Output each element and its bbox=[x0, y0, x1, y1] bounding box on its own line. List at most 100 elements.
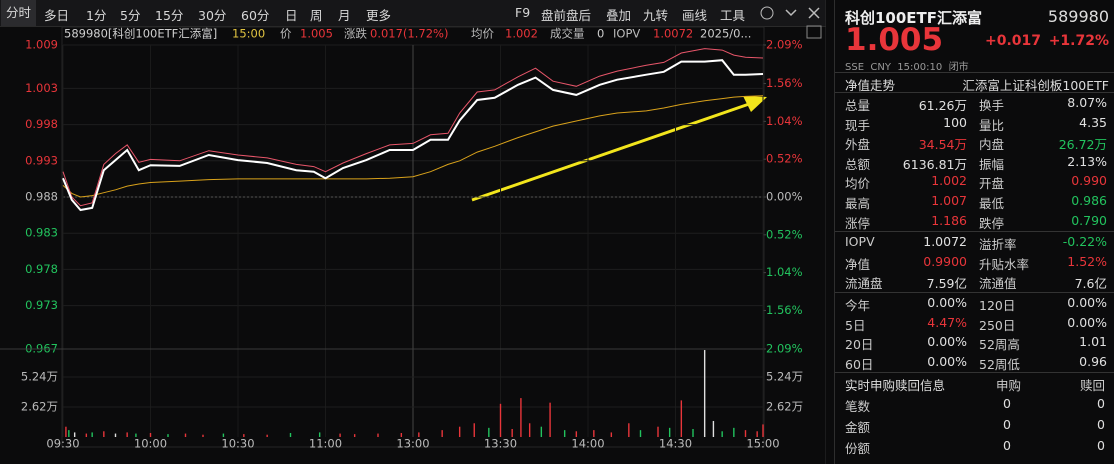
tool[interactable]: 九转 bbox=[643, 8, 669, 23]
stat-label: 外盘 bbox=[845, 137, 871, 153]
tab[interactable]: 60分 bbox=[241, 8, 270, 23]
stat-value: 0.00% bbox=[1067, 295, 1107, 310]
header-code: 589980[科创100ETF汇添富] bbox=[64, 27, 217, 41]
volume-bar bbox=[184, 433, 187, 437]
tool[interactable]: 盘前盘后 bbox=[541, 8, 592, 23]
tab[interactable]: 多日 bbox=[44, 8, 70, 23]
stat-value: 1.002 bbox=[931, 173, 967, 189]
quote-panel: 科创100ETF汇添富 589980 1.005 +0.017 +1.72% SSE CN… bbox=[834, 0, 1114, 464]
plot-frame bbox=[61, 26, 765, 448]
tool[interactable]: F9 bbox=[515, 5, 531, 20]
stat-value: 0.9900 bbox=[923, 253, 967, 269]
row-value: 0 bbox=[1097, 396, 1105, 412]
avg-label: 均价 bbox=[471, 27, 494, 41]
gear-icon[interactable] bbox=[760, 6, 774, 20]
nav-tab[interactable]: 净值走势 bbox=[845, 78, 896, 93]
stat-value: 1.0072 bbox=[923, 234, 967, 250]
separator bbox=[835, 292, 1114, 293]
volume-bar bbox=[353, 434, 356, 437]
x-tick-label: 09:30 bbox=[46, 437, 79, 451]
volume-bar bbox=[149, 432, 152, 437]
tool[interactable]: 画线 bbox=[682, 8, 708, 23]
tab[interactable]: 日 bbox=[285, 8, 298, 23]
tab[interactable]: 5分 bbox=[120, 8, 141, 23]
separator bbox=[835, 231, 1114, 233]
volume-bar bbox=[418, 432, 420, 437]
y-tick-label: 0.983 bbox=[25, 226, 58, 240]
y-tick-label: 0.978 bbox=[25, 262, 58, 276]
stat-label: 升贴水率 bbox=[979, 256, 1030, 272]
volume-bar bbox=[458, 426, 461, 437]
down-icon[interactable] bbox=[785, 9, 797, 17]
tool[interactable]: 叠加 bbox=[606, 8, 632, 23]
volume-bar bbox=[762, 424, 764, 437]
subscription-row: 金额 0 0 bbox=[835, 415, 1111, 435]
tab[interactable]: 周 bbox=[310, 8, 323, 23]
stat-label: 均价 bbox=[845, 176, 871, 192]
stat-value: 1.01 bbox=[1079, 334, 1107, 350]
volume-bar bbox=[680, 400, 683, 437]
column-header: 赎回 bbox=[1079, 378, 1105, 394]
y2-tick-label: 1.04% bbox=[766, 265, 803, 279]
stat-value: 8.07% bbox=[1067, 95, 1107, 110]
y-tick-label: 1.003 bbox=[25, 81, 58, 95]
volume-bar bbox=[549, 402, 551, 437]
tab[interactable]: 月 bbox=[338, 8, 351, 23]
tool[interactable]: 工具 bbox=[720, 8, 746, 23]
volume-bar bbox=[441, 430, 443, 437]
y2-tick-label: 5.24万 bbox=[766, 370, 803, 384]
header-time: 15:00 bbox=[232, 27, 265, 41]
stat-label: 量比 bbox=[979, 117, 1005, 133]
stat-label: 净值 bbox=[845, 256, 871, 272]
stat-label: 内盘 bbox=[979, 137, 1005, 153]
tab[interactable]: 15分 bbox=[155, 8, 184, 23]
tab[interactable]: 分时 bbox=[1, 0, 37, 26]
stat-row: 净值 0.9900 升贴水率 1.52% bbox=[835, 252, 1111, 272]
stat-label: 60日 bbox=[845, 356, 874, 372]
stat-value: 6136.81万 bbox=[902, 156, 967, 172]
tab[interactable]: 1分 bbox=[86, 8, 107, 23]
y2-tick-label: 1.04% bbox=[766, 114, 803, 128]
stat-value: 0.790 bbox=[1071, 212, 1107, 228]
change-pct: +1.72% bbox=[1048, 33, 1109, 49]
y-tick-label: 0.973 bbox=[25, 298, 58, 312]
volume-bar bbox=[499, 403, 502, 437]
fund-code: 589980 bbox=[1047, 7, 1109, 26]
price-label: 价 bbox=[280, 27, 292, 41]
stat-label: 120日 bbox=[979, 298, 1016, 313]
subscription-row: 份额 0 0 bbox=[835, 436, 1111, 456]
wp-icon[interactable] bbox=[806, 25, 822, 39]
iopv-label: IOPV bbox=[613, 27, 640, 41]
stat-value: 0.96 bbox=[1079, 353, 1107, 369]
stat-value: 100 bbox=[943, 114, 967, 130]
stat-value: 0.00% bbox=[927, 353, 967, 369]
y-tick-label: 2.62万 bbox=[21, 400, 58, 414]
stat-label: 振幅 bbox=[979, 156, 1005, 172]
stat-label: IOPV bbox=[845, 234, 875, 250]
close-icon[interactable] bbox=[808, 7, 820, 19]
stat-row: 最高 1.007 最低 0.986 bbox=[835, 191, 1111, 211]
volume-bar bbox=[167, 434, 169, 437]
volume-bar bbox=[473, 423, 475, 437]
stat-value: 0.00% bbox=[927, 334, 967, 350]
stat-row: 5日 4.47% 250日 0.00% bbox=[835, 313, 1111, 333]
stat-label: 换手 bbox=[979, 98, 1005, 113]
stat-value: 2.13% bbox=[1067, 153, 1107, 169]
settings-icons bbox=[760, 6, 822, 39]
tab[interactable]: 30分 bbox=[198, 8, 227, 23]
row-value: 0 bbox=[1003, 417, 1011, 433]
change-label: 涨跌 bbox=[344, 27, 367, 41]
row-label: 笔数 bbox=[845, 399, 871, 415]
stat-label: 涨停 bbox=[845, 215, 871, 231]
stat-value: 4.35 bbox=[1079, 114, 1107, 130]
arrow-shaft bbox=[471, 101, 753, 202]
stat-value: -0.22% bbox=[1062, 234, 1107, 250]
stat-value: 1.186 bbox=[931, 212, 967, 228]
stat-label: 跌停 bbox=[979, 215, 1005, 231]
stat-row: 外盘 34.54万 内盘 26.72万 bbox=[835, 132, 1111, 153]
stat-label: 52周低 bbox=[979, 356, 1020, 372]
stat-row: 总量 61.26万 换手 8.07% bbox=[835, 93, 1111, 113]
tab[interactable]: 更多 bbox=[366, 8, 392, 23]
volume-bar bbox=[65, 426, 67, 437]
y-tick-label: 5.24万 bbox=[21, 370, 58, 384]
